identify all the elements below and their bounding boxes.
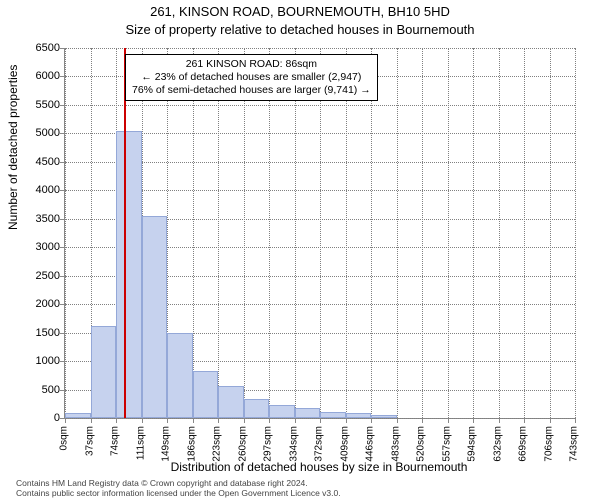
gridline-v bbox=[244, 48, 245, 418]
xtick-mark bbox=[448, 418, 449, 423]
annotation-line2: ← 23% of detached houses are smaller (2,… bbox=[132, 71, 371, 84]
xtick-mark bbox=[371, 418, 372, 423]
xtick-mark bbox=[422, 418, 423, 423]
xtick-mark bbox=[91, 418, 92, 423]
xtick-label: 186sqm bbox=[186, 426, 197, 462]
ytick-label: 4000 bbox=[20, 184, 60, 196]
annotation-box: 261 KINSON ROAD: 86sqm ← 23% of detached… bbox=[125, 54, 378, 101]
histogram-bar bbox=[193, 371, 219, 418]
histogram-bar bbox=[346, 413, 372, 418]
ytick-label: 5000 bbox=[20, 127, 60, 139]
gridline-v bbox=[550, 48, 551, 418]
ytick-label: 6000 bbox=[20, 70, 60, 82]
plot-area: 261 KINSON ROAD: 86sqm ← 23% of detached… bbox=[64, 48, 575, 419]
xtick-label: 483sqm bbox=[390, 426, 401, 462]
xtick-label: 706sqm bbox=[543, 426, 554, 462]
xtick-label: 334sqm bbox=[288, 426, 299, 462]
xtick-label: 149sqm bbox=[161, 426, 172, 462]
footer-line2: Contains public sector information licen… bbox=[16, 488, 341, 498]
xtick-label: 37sqm bbox=[84, 426, 95, 456]
gridline-v bbox=[448, 48, 449, 418]
xtick-mark bbox=[142, 418, 143, 423]
xtick-label: 74sqm bbox=[110, 426, 121, 456]
histogram-bar bbox=[320, 412, 346, 418]
annotation-line3: 76% of semi-detached houses are larger (… bbox=[132, 84, 371, 97]
gridline-v bbox=[422, 48, 423, 418]
xtick-mark bbox=[269, 418, 270, 423]
histogram-bar bbox=[167, 333, 193, 418]
chart-title: 261, KINSON ROAD, BOURNEMOUTH, BH10 5HD bbox=[0, 4, 600, 19]
histogram-bar bbox=[269, 405, 295, 418]
histogram-bar bbox=[295, 408, 321, 418]
gridline-v bbox=[218, 48, 219, 418]
footer-line1: Contains HM Land Registry data © Crown c… bbox=[16, 478, 341, 488]
xtick-mark bbox=[218, 418, 219, 423]
xtick-mark bbox=[295, 418, 296, 423]
ytick-label: 5500 bbox=[20, 99, 60, 111]
ytick-label: 1500 bbox=[20, 327, 60, 339]
xtick-label: 372sqm bbox=[314, 426, 325, 462]
xtick-mark bbox=[575, 418, 576, 423]
xtick-mark bbox=[116, 418, 117, 423]
gridline-v bbox=[193, 48, 194, 418]
gridline-v bbox=[499, 48, 500, 418]
histogram-bar bbox=[244, 399, 270, 418]
xtick-mark bbox=[524, 418, 525, 423]
gridline-v bbox=[371, 48, 372, 418]
xtick-label: 669sqm bbox=[518, 426, 529, 462]
xtick-label: 594sqm bbox=[467, 426, 478, 462]
xtick-label: 111sqm bbox=[135, 426, 146, 460]
histogram-bar bbox=[116, 131, 142, 418]
xtick-mark bbox=[473, 418, 474, 423]
chart-subtitle: Size of property relative to detached ho… bbox=[0, 22, 600, 37]
gridline-v bbox=[346, 48, 347, 418]
ytick-label: 6500 bbox=[20, 42, 60, 54]
ytick-label: 4500 bbox=[20, 156, 60, 168]
ytick-label: 1000 bbox=[20, 355, 60, 367]
xtick-label: 0sqm bbox=[59, 426, 70, 450]
ytick-label: 3000 bbox=[20, 241, 60, 253]
xtick-mark bbox=[193, 418, 194, 423]
histogram-bar bbox=[371, 415, 397, 418]
histogram-bar bbox=[142, 216, 168, 418]
ytick-label: 2000 bbox=[20, 298, 60, 310]
x-axis-label: Distribution of detached houses by size … bbox=[64, 460, 574, 474]
histogram-bar bbox=[218, 386, 244, 418]
xtick-label: 743sqm bbox=[569, 426, 580, 462]
histogram-bar bbox=[65, 413, 91, 418]
footer-attribution: Contains HM Land Registry data © Crown c… bbox=[16, 478, 341, 498]
gridline-v bbox=[295, 48, 296, 418]
gridline-v bbox=[65, 48, 66, 418]
ytick-label: 0 bbox=[20, 412, 60, 424]
xtick-mark bbox=[397, 418, 398, 423]
y-axis-label: Number of detached properties bbox=[6, 65, 20, 230]
xtick-label: 557sqm bbox=[441, 426, 452, 462]
xtick-mark bbox=[65, 418, 66, 423]
xtick-label: 520sqm bbox=[416, 426, 427, 462]
reference-line bbox=[124, 48, 126, 418]
ytick-label: 500 bbox=[20, 384, 60, 396]
xtick-mark bbox=[346, 418, 347, 423]
xtick-label: 223sqm bbox=[212, 426, 223, 462]
xtick-label: 297sqm bbox=[263, 426, 274, 462]
ytick-label: 2500 bbox=[20, 270, 60, 282]
xtick-label: 409sqm bbox=[339, 426, 350, 462]
xtick-label: 446sqm bbox=[365, 426, 376, 462]
gridline-v bbox=[473, 48, 474, 418]
xtick-mark bbox=[320, 418, 321, 423]
gridline-v bbox=[524, 48, 525, 418]
gridline-v bbox=[269, 48, 270, 418]
xtick-label: 632sqm bbox=[492, 426, 503, 462]
xtick-mark bbox=[167, 418, 168, 423]
xtick-label: 260sqm bbox=[237, 426, 248, 462]
gridline-v bbox=[575, 48, 576, 418]
xtick-mark bbox=[550, 418, 551, 423]
xtick-mark bbox=[244, 418, 245, 423]
gridline-v bbox=[320, 48, 321, 418]
histogram-bar bbox=[91, 326, 117, 418]
annotation-line1: 261 KINSON ROAD: 86sqm bbox=[132, 58, 371, 71]
gridline-v bbox=[397, 48, 398, 418]
xtick-mark bbox=[499, 418, 500, 423]
ytick-label: 3500 bbox=[20, 213, 60, 225]
